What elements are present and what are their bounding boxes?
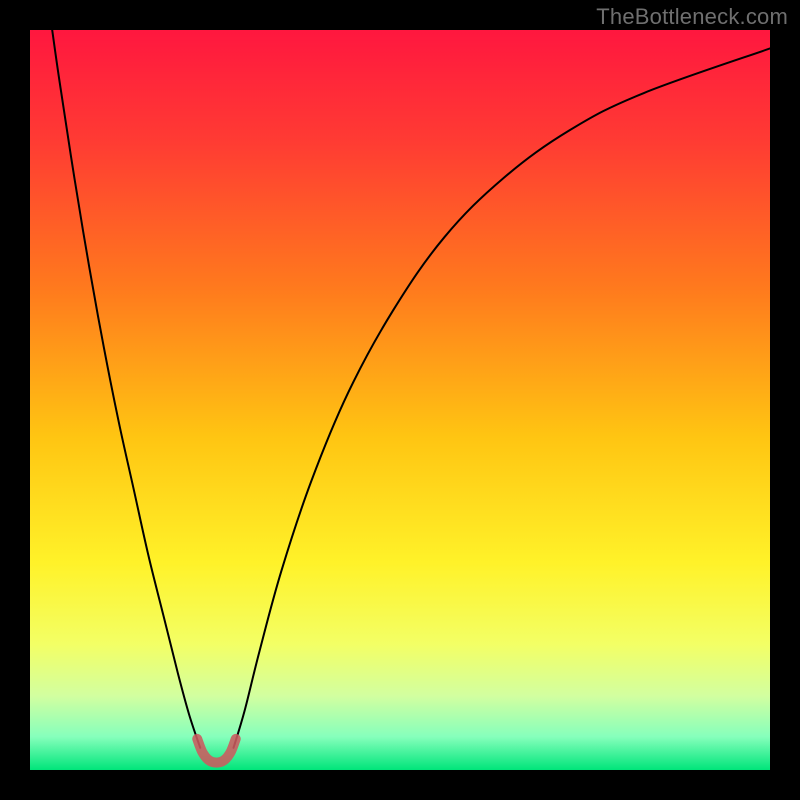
- watermark-text: TheBottleneck.com: [596, 4, 788, 30]
- chart-background: [30, 30, 770, 770]
- chart-svg: [30, 30, 770, 770]
- chart-plot-area: [30, 30, 770, 770]
